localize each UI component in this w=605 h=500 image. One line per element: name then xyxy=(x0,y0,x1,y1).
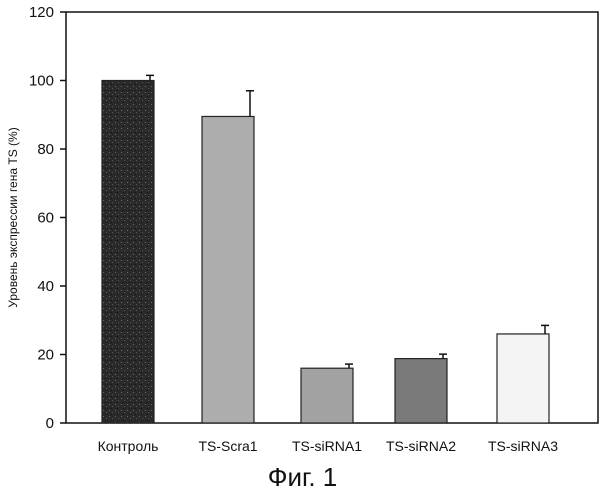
bar-4 xyxy=(395,359,447,423)
y-tick-label: 40 xyxy=(37,278,54,295)
y-tick-label: 60 xyxy=(37,210,54,227)
x-category-label: TS-Scra1 xyxy=(198,438,257,454)
figure-caption: Фиг. 1 xyxy=(0,462,605,493)
x-category-label: TS-siRNA3 xyxy=(488,438,558,454)
y-tick-label: 20 xyxy=(37,347,54,364)
x-category-label: TS-siRNA2 xyxy=(386,438,456,454)
x-category-label: TS-siRNA1 xyxy=(292,438,362,454)
figure: 0 20 40 60 80 100 120 Уровень экспрессии гена T… xyxy=(0,0,605,500)
bar-2 xyxy=(202,116,254,423)
bar-5 xyxy=(497,334,549,423)
y-tick-label: 80 xyxy=(37,141,54,158)
bar-chart: 0 20 40 60 80 100 120 Уровень экспрессии гена T… xyxy=(0,0,605,460)
y-axis-label: Уровень экспрессии гена TS (%) xyxy=(6,127,20,307)
bar-1 xyxy=(102,81,154,424)
bar-3 xyxy=(301,368,353,423)
y-tick-label: 120 xyxy=(29,4,54,21)
y-tick-label: 0 xyxy=(46,415,54,432)
x-category-label: Контроль xyxy=(98,438,159,454)
y-tick-label: 100 xyxy=(29,73,54,90)
